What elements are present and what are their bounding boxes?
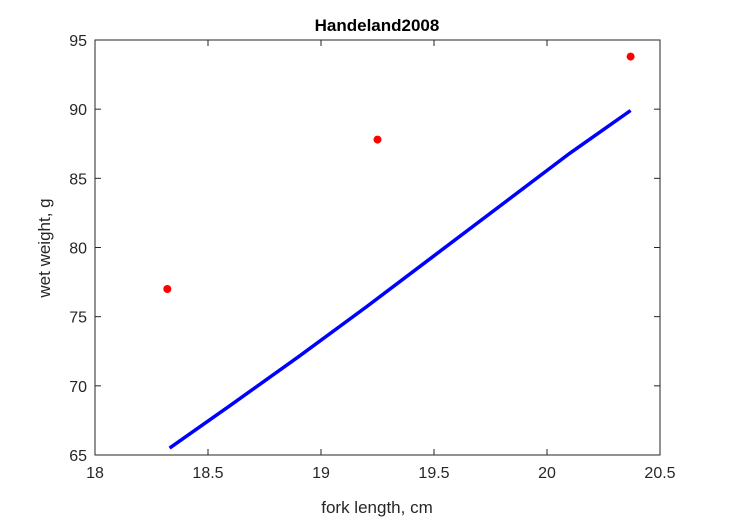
x-tick-label: 18 bbox=[86, 465, 104, 482]
data-point bbox=[626, 52, 635, 61]
series-layer bbox=[163, 52, 635, 450]
data-point bbox=[163, 285, 172, 293]
y-tick-label: 95 bbox=[69, 33, 87, 50]
axis-ticks bbox=[94, 39, 661, 456]
fit-line bbox=[168, 109, 632, 450]
y-tick-label: 75 bbox=[69, 310, 87, 327]
x-axis-label: fork length, cm bbox=[321, 498, 433, 517]
x-tick-label: 20.5 bbox=[644, 465, 675, 482]
y-tick-label: 90 bbox=[69, 102, 87, 119]
y-tick-label: 70 bbox=[69, 379, 87, 396]
y-axis-label: wet weight, g bbox=[35, 198, 54, 298]
axis-tick-labels: 18 18.5 19 19.5 20 20.5 65 70 75 80 85 90 95 bbox=[69, 33, 675, 482]
y-tick-label: 85 bbox=[69, 171, 87, 188]
y-tick-label: 65 bbox=[69, 448, 87, 465]
x-tick-label: 20 bbox=[538, 465, 556, 482]
x-tick-label: 19 bbox=[312, 465, 330, 482]
y-tick-label: 80 bbox=[69, 241, 87, 258]
data-point bbox=[373, 135, 382, 144]
x-tick-label: 19.5 bbox=[418, 465, 449, 482]
plot-area-frame bbox=[94, 39, 661, 456]
chart-title: Handeland2008 bbox=[315, 16, 440, 35]
x-tick-label: 18.5 bbox=[192, 465, 223, 482]
